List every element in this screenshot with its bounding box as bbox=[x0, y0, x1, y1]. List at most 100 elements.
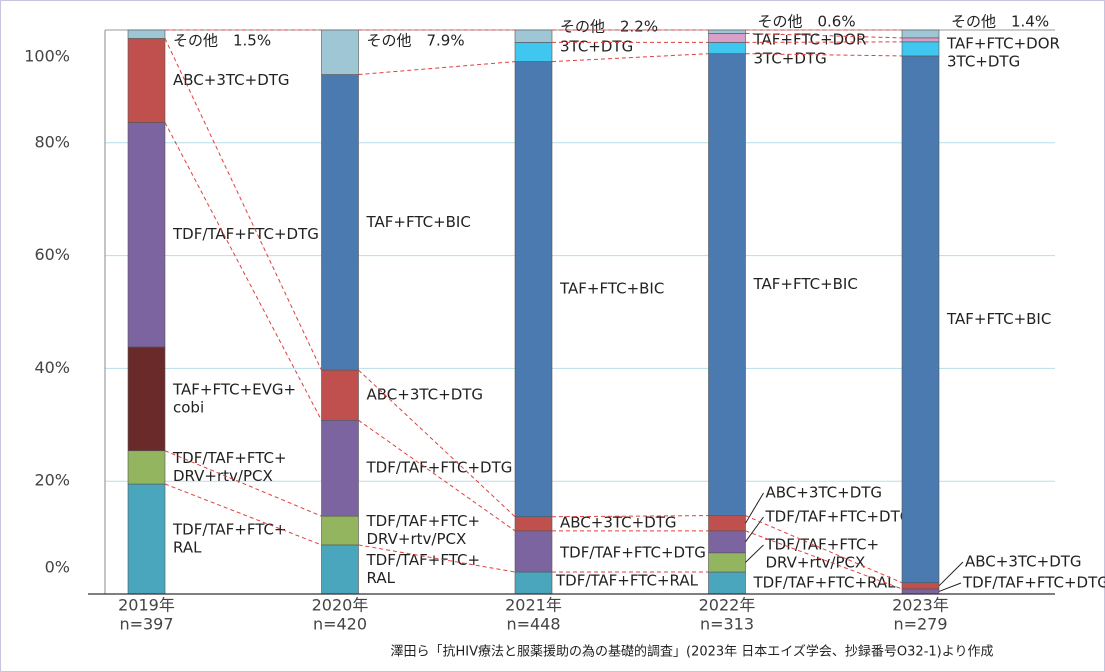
bar-segment bbox=[127, 38, 166, 123]
segment-label: その他 bbox=[173, 32, 218, 50]
bar-segment bbox=[708, 42, 746, 54]
bar-segment bbox=[901, 588, 940, 595]
segment-label: DRV+rtv/PCX bbox=[173, 467, 273, 485]
x-tick-label: 2020年 bbox=[312, 596, 369, 615]
segment-label: 3TC+DTG bbox=[754, 50, 827, 68]
x-tick-label: 2019年 bbox=[118, 596, 175, 615]
segment-label: 3TC+DTG bbox=[560, 38, 633, 56]
bar-segment bbox=[901, 55, 940, 584]
segment-value-label: 1.4% bbox=[1011, 13, 1049, 31]
segment-label: cobi bbox=[173, 398, 204, 416]
leader-line bbox=[745, 544, 764, 563]
segment-label: TDF/TAF+FTC+ bbox=[366, 512, 481, 530]
bar-segment bbox=[514, 29, 553, 43]
segment-label: ABC+3TC+DTG bbox=[766, 484, 883, 502]
connector bbox=[551, 515, 709, 518]
connector bbox=[745, 32, 903, 39]
segment-label: TDF/TAF+FTC+ bbox=[366, 551, 481, 569]
segment-label: TDF/TAF+FTC+ bbox=[172, 449, 287, 467]
bar-segment bbox=[127, 450, 166, 485]
segment-label: その他 bbox=[560, 18, 605, 36]
y-tick-label: 20% bbox=[34, 471, 70, 490]
bar-segment bbox=[321, 544, 359, 595]
bar-segment bbox=[514, 42, 553, 62]
bar-segment bbox=[708, 53, 746, 516]
bar-segment bbox=[901, 41, 940, 57]
segment-value-label: 2.2% bbox=[620, 18, 658, 36]
segment-label: DRV+rtv/PCX bbox=[367, 530, 467, 548]
segment-label: TAF+FTC+BIC bbox=[559, 280, 664, 298]
segment-label: TAF+FTC+DOR bbox=[946, 35, 1060, 53]
segment-label: TAF+FTC+DOR bbox=[753, 31, 867, 49]
segment-label: その他 bbox=[758, 13, 803, 31]
segment-value-label: 1.5% bbox=[233, 32, 271, 50]
connector bbox=[164, 450, 322, 517]
segment-label: ABC+3TC+DTG bbox=[965, 553, 1082, 571]
segment-label: TDF/TAF+FTC+RAL bbox=[753, 574, 897, 592]
connector bbox=[745, 515, 903, 584]
segment-value-label: 7.9% bbox=[427, 32, 465, 50]
y-tick-label: 40% bbox=[34, 358, 70, 377]
y-tick-label: 60% bbox=[34, 245, 70, 264]
segment-value-label: 0.6% bbox=[818, 13, 856, 31]
connector bbox=[358, 544, 516, 573]
bar-segment bbox=[127, 29, 166, 39]
segment-label: TAF+FTC+BIC bbox=[366, 213, 471, 231]
connector bbox=[164, 38, 322, 371]
bar-segment bbox=[708, 530, 746, 554]
segment-label: TAF+FTC+BIC bbox=[753, 275, 858, 293]
segment-label: DRV+rtv/PCX bbox=[766, 554, 866, 572]
segment-label: その他 bbox=[951, 13, 996, 31]
bar-segment bbox=[901, 29, 940, 39]
connector bbox=[358, 419, 516, 532]
leader-line bbox=[938, 561, 964, 587]
leader-line bbox=[745, 516, 764, 543]
x-tick-label: 2022年 bbox=[699, 596, 756, 615]
bar-segment bbox=[514, 571, 553, 595]
connector bbox=[358, 61, 516, 76]
bar-segment bbox=[708, 552, 746, 573]
bar-segment bbox=[708, 29, 746, 34]
leader-line bbox=[938, 582, 962, 592]
segment-label: ABC+3TC+DTG bbox=[560, 514, 677, 532]
segment-label: 3TC+DTG bbox=[947, 53, 1020, 71]
n-label: n=420 bbox=[313, 615, 367, 634]
bar-segment bbox=[708, 515, 746, 532]
segment-label: ABC+3TC+DTG bbox=[173, 71, 290, 89]
bar-segment bbox=[514, 516, 553, 532]
bar-segment bbox=[514, 61, 553, 518]
leader-line bbox=[745, 492, 764, 524]
segment-label: TDF/TAF+FTC+DTG bbox=[962, 574, 1105, 592]
segment-label: RAL bbox=[173, 539, 202, 557]
n-label: n=397 bbox=[119, 615, 173, 634]
bar-segment bbox=[901, 582, 940, 590]
n-label: n=313 bbox=[700, 615, 754, 634]
y-tick-label: 0% bbox=[45, 558, 70, 577]
connector bbox=[358, 369, 516, 518]
bar-segment bbox=[321, 515, 359, 546]
segment-label: その他 bbox=[367, 32, 412, 50]
bar-segment bbox=[321, 74, 359, 371]
x-tick-label: 2021年 bbox=[505, 596, 562, 615]
segment-label: TAF+FTC+EVG+ bbox=[172, 380, 296, 398]
segment-label: TDF/TAF+FTC+DTG bbox=[765, 508, 912, 526]
source: 澤田ら「抗HIV療法と服薬援助の為の基礎的調査」(2023年 日本エイズ学会、抄… bbox=[391, 644, 994, 660]
connector bbox=[551, 53, 709, 63]
bar-segment bbox=[708, 33, 746, 43]
n-label: n=279 bbox=[893, 615, 947, 634]
bar-segment bbox=[127, 122, 166, 348]
n-label: n=448 bbox=[506, 615, 560, 634]
bar-segment bbox=[514, 530, 553, 573]
segment-label: TDF/TAF+FTC+DTG bbox=[172, 225, 319, 243]
y-tick-label: 80% bbox=[34, 132, 70, 151]
bar-segment bbox=[127, 346, 166, 452]
segment-label: RAL bbox=[367, 569, 396, 587]
connector bbox=[745, 53, 903, 57]
segment-label: TDF/TAF+FTC+DTG bbox=[366, 459, 513, 477]
segment-label: TDF/TAF+FTC+ bbox=[172, 521, 287, 539]
bar-segment bbox=[901, 37, 940, 43]
connector bbox=[164, 122, 322, 421]
bar-segment bbox=[708, 571, 746, 595]
bar-segment bbox=[127, 483, 166, 595]
